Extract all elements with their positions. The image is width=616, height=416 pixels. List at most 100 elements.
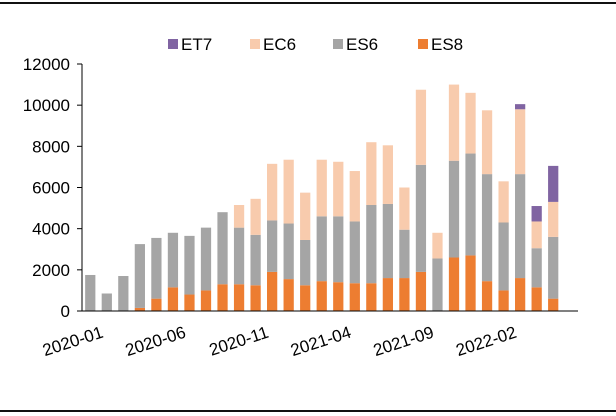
bar-segment-es6 xyxy=(134,244,145,308)
bar-segment-ec6 xyxy=(415,89,427,165)
x-tick-label: 2022-02 xyxy=(454,323,519,360)
x-tick-label: 2020-01 xyxy=(40,323,105,360)
bar-segment-ec6 xyxy=(283,159,294,224)
bar-segment-es8 xyxy=(515,278,526,311)
bar-segment-ec6 xyxy=(481,110,493,175)
x-axis-ticks: 2020-01 2020-06 2020-11 2021-04 2021-09 2022-… xyxy=(40,323,519,360)
bar-segment-es6 xyxy=(399,229,410,279)
bar-segment-es6 xyxy=(548,236,559,299)
bar-segment-es6 xyxy=(200,227,212,291)
bar-segment-es6 xyxy=(366,204,377,284)
bar-segment-es8 xyxy=(200,290,212,311)
bar-segment-es6 xyxy=(465,153,476,256)
bar-segment-es6 xyxy=(167,232,179,288)
bar-segment-ec6 xyxy=(399,187,410,230)
x-tick-label: 2020-11 xyxy=(207,323,271,360)
bar-segment-es6 xyxy=(151,237,162,299)
bar-segment-es8 xyxy=(250,285,261,311)
bar-segment-es8 xyxy=(382,278,393,311)
y-tick-label: 12000 xyxy=(23,55,70,74)
legend-swatch-et7 xyxy=(168,39,178,49)
y-tick-label: 0 xyxy=(61,302,70,321)
bar-segment-es8 xyxy=(151,298,162,311)
y-tick-label: 4000 xyxy=(32,220,70,239)
bar-segment-ec6 xyxy=(316,159,327,217)
legend-swatch-es8 xyxy=(418,39,428,49)
bar-segment-ec6 xyxy=(349,171,360,222)
legend-swatch-es6 xyxy=(333,39,343,49)
bar-segment-es8 xyxy=(267,271,278,311)
bar-segment-es6 xyxy=(283,223,294,280)
y-axis-ticks: 0 2000 4000 6000 8000 10000 12000 xyxy=(23,55,82,321)
bar-segment-es8 xyxy=(399,278,410,311)
bar-segment-es8 xyxy=(349,283,360,311)
bar-segment-ec6 xyxy=(333,161,344,217)
bar-segment-ec6 xyxy=(515,109,526,175)
bar-segment-es8 xyxy=(233,284,245,311)
top-rule xyxy=(0,2,616,4)
bar-segment-es6 xyxy=(333,216,344,283)
bar-segment-es6 xyxy=(233,227,245,285)
x-tick-label: 2020-06 xyxy=(123,323,188,360)
bar-segment-ec6 xyxy=(233,204,245,228)
bar-segment-es6 xyxy=(498,222,509,291)
x-tick-label: 2021-04 xyxy=(288,323,353,360)
legend-label-et7: ET7 xyxy=(181,35,212,54)
bars xyxy=(85,84,559,311)
bar-segment-es8 xyxy=(184,294,195,311)
y-tick-label: 6000 xyxy=(32,179,70,198)
bar-segment-ec6 xyxy=(548,201,559,237)
bar-segment-es8 xyxy=(333,282,344,311)
bar-segment-es8 xyxy=(481,281,493,311)
bar-segment-es6 xyxy=(267,220,278,272)
bar-segment-et7 xyxy=(515,104,526,110)
bar-segment-es6 xyxy=(118,276,129,311)
bar-segment-es6 xyxy=(481,174,493,282)
bar-segment-es8 xyxy=(415,271,427,311)
bar-segment-es6 xyxy=(382,203,393,279)
bar-segment-ec6 xyxy=(382,145,393,204)
bar-segment-es8 xyxy=(300,285,311,311)
bar-segment-es6 xyxy=(101,293,112,311)
bar-segment-es6 xyxy=(432,258,443,311)
bar-segment-ec6 xyxy=(300,192,311,240)
bar-segment-es6 xyxy=(300,239,311,286)
bar-segment-es6 xyxy=(415,164,427,272)
bar-segment-es6 xyxy=(515,174,526,279)
bottom-rule xyxy=(0,410,616,412)
bar-segment-es8 xyxy=(465,255,476,311)
bar-segment-ec6 xyxy=(267,163,278,221)
x-tick-label: 2021-09 xyxy=(371,323,436,360)
bar-segment-ec6 xyxy=(366,142,377,205)
bar-segment-ec6 xyxy=(465,92,476,154)
bar-segment-es8 xyxy=(548,298,559,311)
y-tick-label: 2000 xyxy=(32,261,70,280)
bar-segment-es8 xyxy=(134,307,145,311)
bar-segment-es8 xyxy=(283,279,294,311)
legend-label-ec6: EC6 xyxy=(263,35,296,54)
bar-segment-es8 xyxy=(531,287,542,311)
bar-segment-et7 xyxy=(548,165,559,202)
bar-segment-es6 xyxy=(250,234,261,286)
bar-segment-ec6 xyxy=(498,181,509,223)
bar-segment-et7 xyxy=(531,206,542,222)
y-tick-label: 10000 xyxy=(23,96,70,115)
bar-segment-ec6 xyxy=(448,84,460,161)
bar-segment-es8 xyxy=(167,287,179,311)
bar-segment-ec6 xyxy=(250,198,261,235)
bar-segment-es6 xyxy=(217,212,228,285)
bar-segment-es6 xyxy=(448,160,460,258)
bar-segment-es6 xyxy=(349,221,360,284)
bar-segment-ec6 xyxy=(432,232,443,259)
bar-segment-es6 xyxy=(316,216,327,282)
bar-segment-es6 xyxy=(184,235,195,295)
legend-label-es8: ES8 xyxy=(431,35,463,54)
legend-label-es6: ES6 xyxy=(346,35,378,54)
bar-segment-ec6 xyxy=(531,221,542,249)
bar-segment-es8 xyxy=(448,257,460,311)
y-tick-label: 8000 xyxy=(32,137,70,156)
legend: ET7 EC6 ES6 ES8 xyxy=(168,35,463,54)
bar-segment-es6 xyxy=(531,248,542,288)
bar-segment-es8 xyxy=(217,284,228,311)
